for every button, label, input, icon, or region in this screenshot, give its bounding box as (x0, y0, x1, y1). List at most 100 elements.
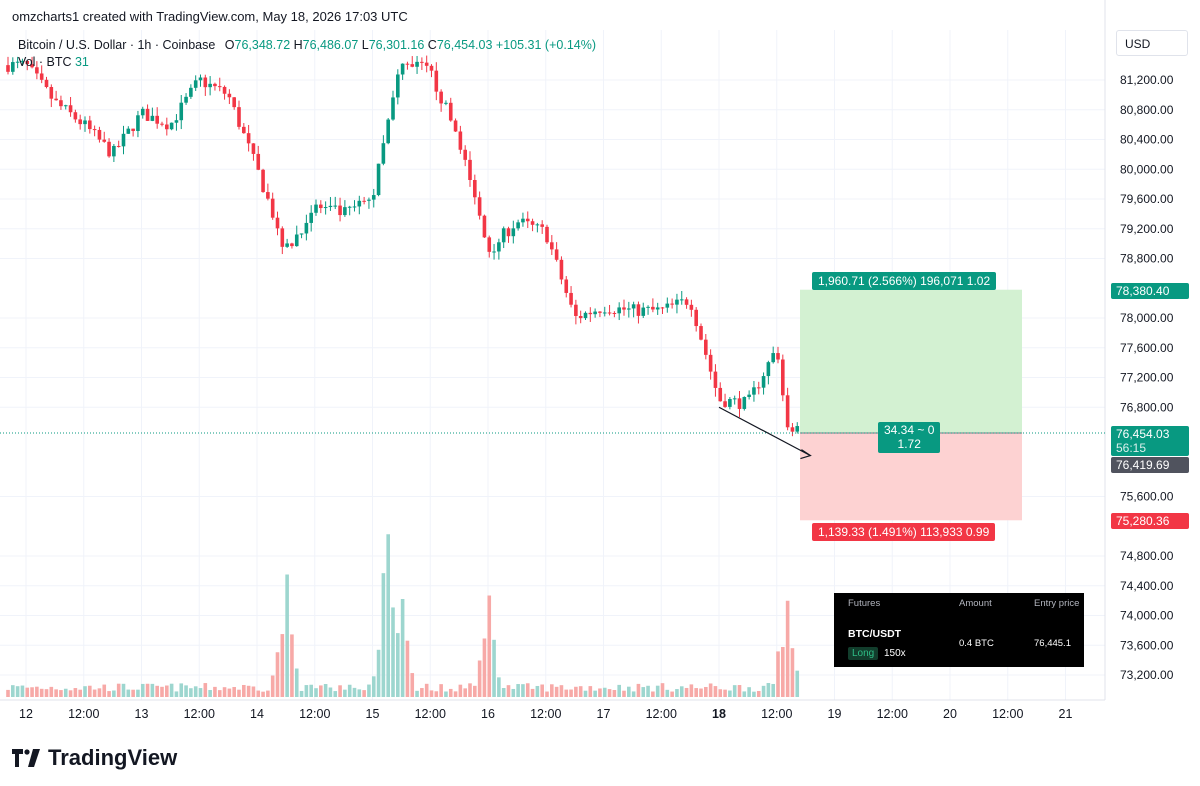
candle-body (424, 62, 429, 66)
volume-bar (468, 683, 472, 697)
candle-body (776, 353, 780, 360)
candle-body (574, 304, 578, 316)
time-tick-label: 12:00 (761, 707, 792, 721)
candle-body (492, 251, 496, 253)
volume-bar (102, 684, 107, 697)
candle-body (622, 307, 626, 310)
candle-body (160, 123, 164, 125)
candle-body (107, 141, 111, 157)
candle-body (602, 312, 607, 314)
volume-bar (439, 684, 443, 697)
loss-label[interactable]: 1,139.33 (1.491%) 113,933 0.99 (812, 523, 996, 541)
candle-body (766, 362, 771, 377)
countdown-text: 56:15 (1116, 441, 1147, 455)
candle-body (131, 128, 135, 132)
candle-body (179, 102, 184, 121)
volume-bar (222, 687, 227, 697)
profit-label[interactable]: 1,960.71 (2.566%) 196,071 1.02 (812, 272, 997, 290)
candle-body (598, 311, 602, 313)
candle-body (434, 70, 439, 92)
volume-bar (708, 683, 713, 697)
price-axis: 81,200.00 80,800.00 80,400.00 80,000.00 79,6… (1120, 73, 1174, 682)
candle-body (203, 77, 208, 88)
candle-body (473, 179, 477, 198)
candle-body (367, 199, 371, 201)
volume-bar (699, 688, 703, 697)
candle-body (256, 153, 261, 170)
candle-body (569, 292, 573, 305)
candle-body (530, 221, 535, 225)
price-tick-label: 74,800.00 (1120, 549, 1174, 563)
volume-bar (256, 690, 261, 697)
candle-body (444, 102, 448, 104)
candle-body (261, 169, 265, 193)
candle-body (699, 326, 703, 340)
candle-body (44, 79, 49, 88)
candle-body (756, 387, 761, 389)
volume-bar (612, 690, 617, 697)
candle-body (333, 205, 338, 207)
volume-bar (227, 688, 232, 697)
volume-bar (694, 688, 698, 697)
price-tick-label: 77,200.00 (1120, 371, 1174, 385)
candle-body (150, 115, 155, 121)
entry-label[interactable]: 34.34 ~ 0 1.72 (878, 422, 941, 453)
candle-body (405, 63, 410, 65)
candle-body (381, 143, 386, 164)
candle-body (795, 426, 800, 432)
volume-bar (660, 683, 665, 697)
volume-bar (333, 691, 338, 697)
volume-bar (49, 686, 54, 697)
volume-bar (83, 686, 87, 697)
volume-bar (747, 687, 751, 697)
volume-bar (453, 691, 458, 697)
candle-body (371, 195, 376, 200)
legend-change: +105.31 (+0.14%) (495, 38, 596, 52)
candle-body (193, 80, 198, 88)
candle-body (723, 401, 727, 407)
candle-body (612, 312, 617, 314)
price-tick-label: 80,800.00 (1120, 103, 1174, 117)
volume-bar (97, 688, 102, 697)
candle-body (102, 139, 107, 142)
currency-selector[interactable]: USD (1116, 30, 1188, 56)
volume-bar (11, 685, 15, 697)
time-tick-label: 20 (943, 707, 957, 721)
candle-body (525, 218, 530, 222)
volume-bar (448, 688, 453, 697)
price-tick-label: 77,600.00 (1120, 341, 1174, 355)
candle-body (646, 306, 650, 308)
volume-bar (473, 685, 477, 697)
candle-body (550, 242, 554, 250)
legend-o-label: O (224, 38, 235, 52)
candle-body (217, 86, 222, 88)
volume-bar (627, 686, 631, 697)
candle-body (545, 226, 549, 243)
candles (6, 55, 800, 437)
volume-bar (309, 684, 313, 697)
time-tick-label: 12:00 (184, 707, 215, 721)
volume-bar (376, 649, 381, 697)
tradingview-logo[interactable]: TradingView (12, 745, 177, 771)
volume-bar (501, 688, 506, 697)
volume-bar (675, 689, 679, 697)
candle-body (309, 212, 313, 223)
candle-body (540, 224, 544, 227)
volume-bar (569, 689, 573, 697)
candle-body (718, 387, 723, 402)
volume-bar (761, 685, 766, 697)
volume-bar (304, 685, 309, 697)
volume-bar (107, 691, 111, 697)
candle-body (747, 394, 751, 397)
volume-bar (169, 683, 174, 697)
volume-bar (290, 634, 294, 697)
last-price-badge: 76,454.03 56:15 (1111, 426, 1189, 456)
time-tick-label: 17 (597, 707, 611, 721)
volume-bar (299, 690, 304, 697)
volume-bar (679, 686, 684, 697)
overlay-lines (0, 406, 1105, 460)
candle-body (280, 228, 285, 247)
legend-o-value: 76,348.72 (234, 38, 291, 52)
stop-price-text: 75,280.36 (1116, 514, 1170, 528)
